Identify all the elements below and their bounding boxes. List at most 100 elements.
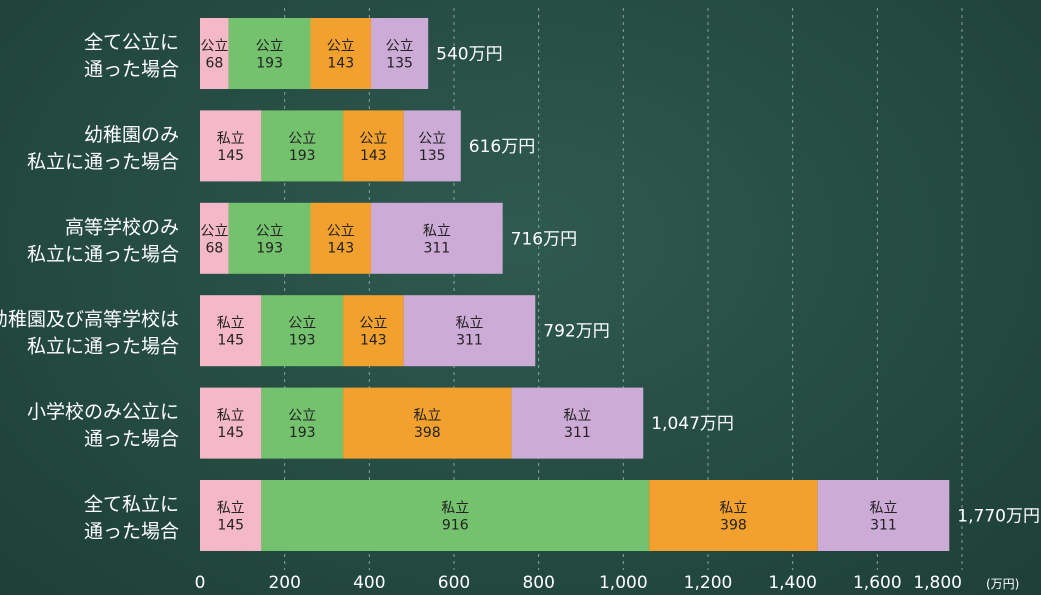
category-label: 幼稚園のみ xyxy=(84,124,179,146)
segment-type-label: 公立 xyxy=(288,408,316,424)
x-tick-label: 800 xyxy=(522,573,554,593)
segment-type-label: 私立 xyxy=(563,408,591,424)
bar-segment xyxy=(228,202,311,274)
segment-value-label: 193 xyxy=(289,425,316,441)
category-label: 小学校のみ公立に xyxy=(27,401,179,423)
x-tick-label: 600 xyxy=(438,573,470,593)
segment-value-label: 145 xyxy=(217,148,244,164)
segment-value-label: 143 xyxy=(327,240,354,256)
bar-total-label: 616万円 xyxy=(469,137,535,157)
segment-value-label: 145 xyxy=(217,333,244,349)
bar-segment xyxy=(200,110,262,182)
segment-value-label: 193 xyxy=(256,240,283,256)
bar-segment xyxy=(228,18,311,89)
bar-total-label: 716万円 xyxy=(511,229,577,249)
bar-segment xyxy=(403,295,536,367)
segment-type-label: 公立 xyxy=(288,316,316,332)
bar-total-label: 1,770万円 xyxy=(957,507,1040,527)
segment-value-label: 398 xyxy=(414,425,441,441)
bar-segment xyxy=(261,110,344,182)
x-axis: (万円) 0 200 400 600 800 1,000 1,200 1,400 1,600 1,… xyxy=(195,573,1020,593)
x-tick-label: 1,200 xyxy=(684,573,733,593)
bar-segment xyxy=(200,202,229,274)
segment-value-label: 311 xyxy=(564,425,591,441)
segment-value-label: 311 xyxy=(870,518,897,534)
x-tick-label: 1,600 xyxy=(853,573,902,593)
x-tick-label: 200 xyxy=(268,573,300,593)
segment-value-label: 311 xyxy=(423,240,450,256)
segment-type-label: 公立 xyxy=(200,223,228,239)
category-label: 通った場合 xyxy=(84,521,179,543)
category-label: 全て私立に xyxy=(84,494,179,516)
segment-type-label: 私立 xyxy=(869,501,897,517)
segment-type-label: 私立 xyxy=(719,501,747,517)
segment-type-label: 私立 xyxy=(441,501,469,517)
segment-type-label: 公立 xyxy=(359,316,387,332)
category-label: 高等学校のみ xyxy=(65,216,179,238)
bar-segment xyxy=(511,387,644,459)
grid-lines xyxy=(284,8,963,570)
segment-value-label: 68 xyxy=(205,240,223,256)
segment-value-label: 398 xyxy=(720,518,747,534)
segment-type-label: 私立 xyxy=(413,408,441,424)
category-label: 通った場合 xyxy=(84,59,179,81)
category-label: 幼稚園及び高等学校は xyxy=(0,309,179,331)
category-label: 全て公立に xyxy=(84,32,179,54)
segment-type-label: 公立 xyxy=(327,223,355,239)
segment-value-label: 193 xyxy=(289,333,316,349)
bar-segment xyxy=(310,18,372,89)
x-unit-label: (万円) xyxy=(986,577,1019,591)
segment-type-label: 公立 xyxy=(418,131,446,147)
x-tick-label: 400 xyxy=(353,573,385,593)
segment-value-label: 68 xyxy=(205,56,223,72)
segment-value-label: 311 xyxy=(456,333,483,349)
bar-segment xyxy=(200,480,262,551)
segment-value-label: 143 xyxy=(360,333,387,349)
bar-segment xyxy=(200,18,229,89)
segment-value-label: 193 xyxy=(289,148,316,164)
category-label: 私立に通った場合 xyxy=(27,243,179,265)
bar-segment xyxy=(343,295,404,367)
bar-segment xyxy=(371,202,503,274)
category-label: 私立に通った場合 xyxy=(27,151,179,173)
bar-total-label: 792万円 xyxy=(543,322,609,342)
bar-segment xyxy=(403,110,461,182)
segment-type-label: 私立 xyxy=(217,408,245,424)
category-label: 通った場合 xyxy=(84,428,179,450)
bar-total-label: 1,047万円 xyxy=(651,414,734,434)
bar-segment xyxy=(817,480,950,551)
bar-segment xyxy=(261,387,344,459)
bar-segment xyxy=(343,387,512,459)
segment-type-label: 公立 xyxy=(256,39,284,55)
x-tick-label: 0 xyxy=(195,573,206,593)
segment-value-label: 143 xyxy=(360,148,387,164)
segment-type-label: 公立 xyxy=(256,223,284,239)
bar-segment xyxy=(649,480,818,551)
category-labels: 全て公立に通った場合幼稚園のみ私立に通った場合高等学校のみ私立に通った場合幼稚園… xyxy=(0,32,179,543)
segment-type-label: 公立 xyxy=(288,131,316,147)
bar-segment xyxy=(343,110,404,182)
bar-segment xyxy=(261,480,650,551)
segment-type-label: 公立 xyxy=(386,39,414,55)
segment-value-label: 193 xyxy=(256,56,283,72)
segment-value-label: 145 xyxy=(217,425,244,441)
bar-segment xyxy=(200,387,262,459)
segment-type-label: 私立 xyxy=(217,501,245,517)
segment-value-label: 145 xyxy=(217,518,244,534)
category-label: 私立に通った場合 xyxy=(27,336,179,358)
segment-type-label: 公立 xyxy=(327,39,355,55)
bar-total-label: 540万円 xyxy=(436,45,502,65)
segment-value-label: 135 xyxy=(419,148,446,164)
bar-segment xyxy=(200,295,262,367)
segment-type-label: 私立 xyxy=(455,316,483,332)
segment-type-label: 公立 xyxy=(359,131,387,147)
x-tick-label: 1,400 xyxy=(768,573,817,593)
